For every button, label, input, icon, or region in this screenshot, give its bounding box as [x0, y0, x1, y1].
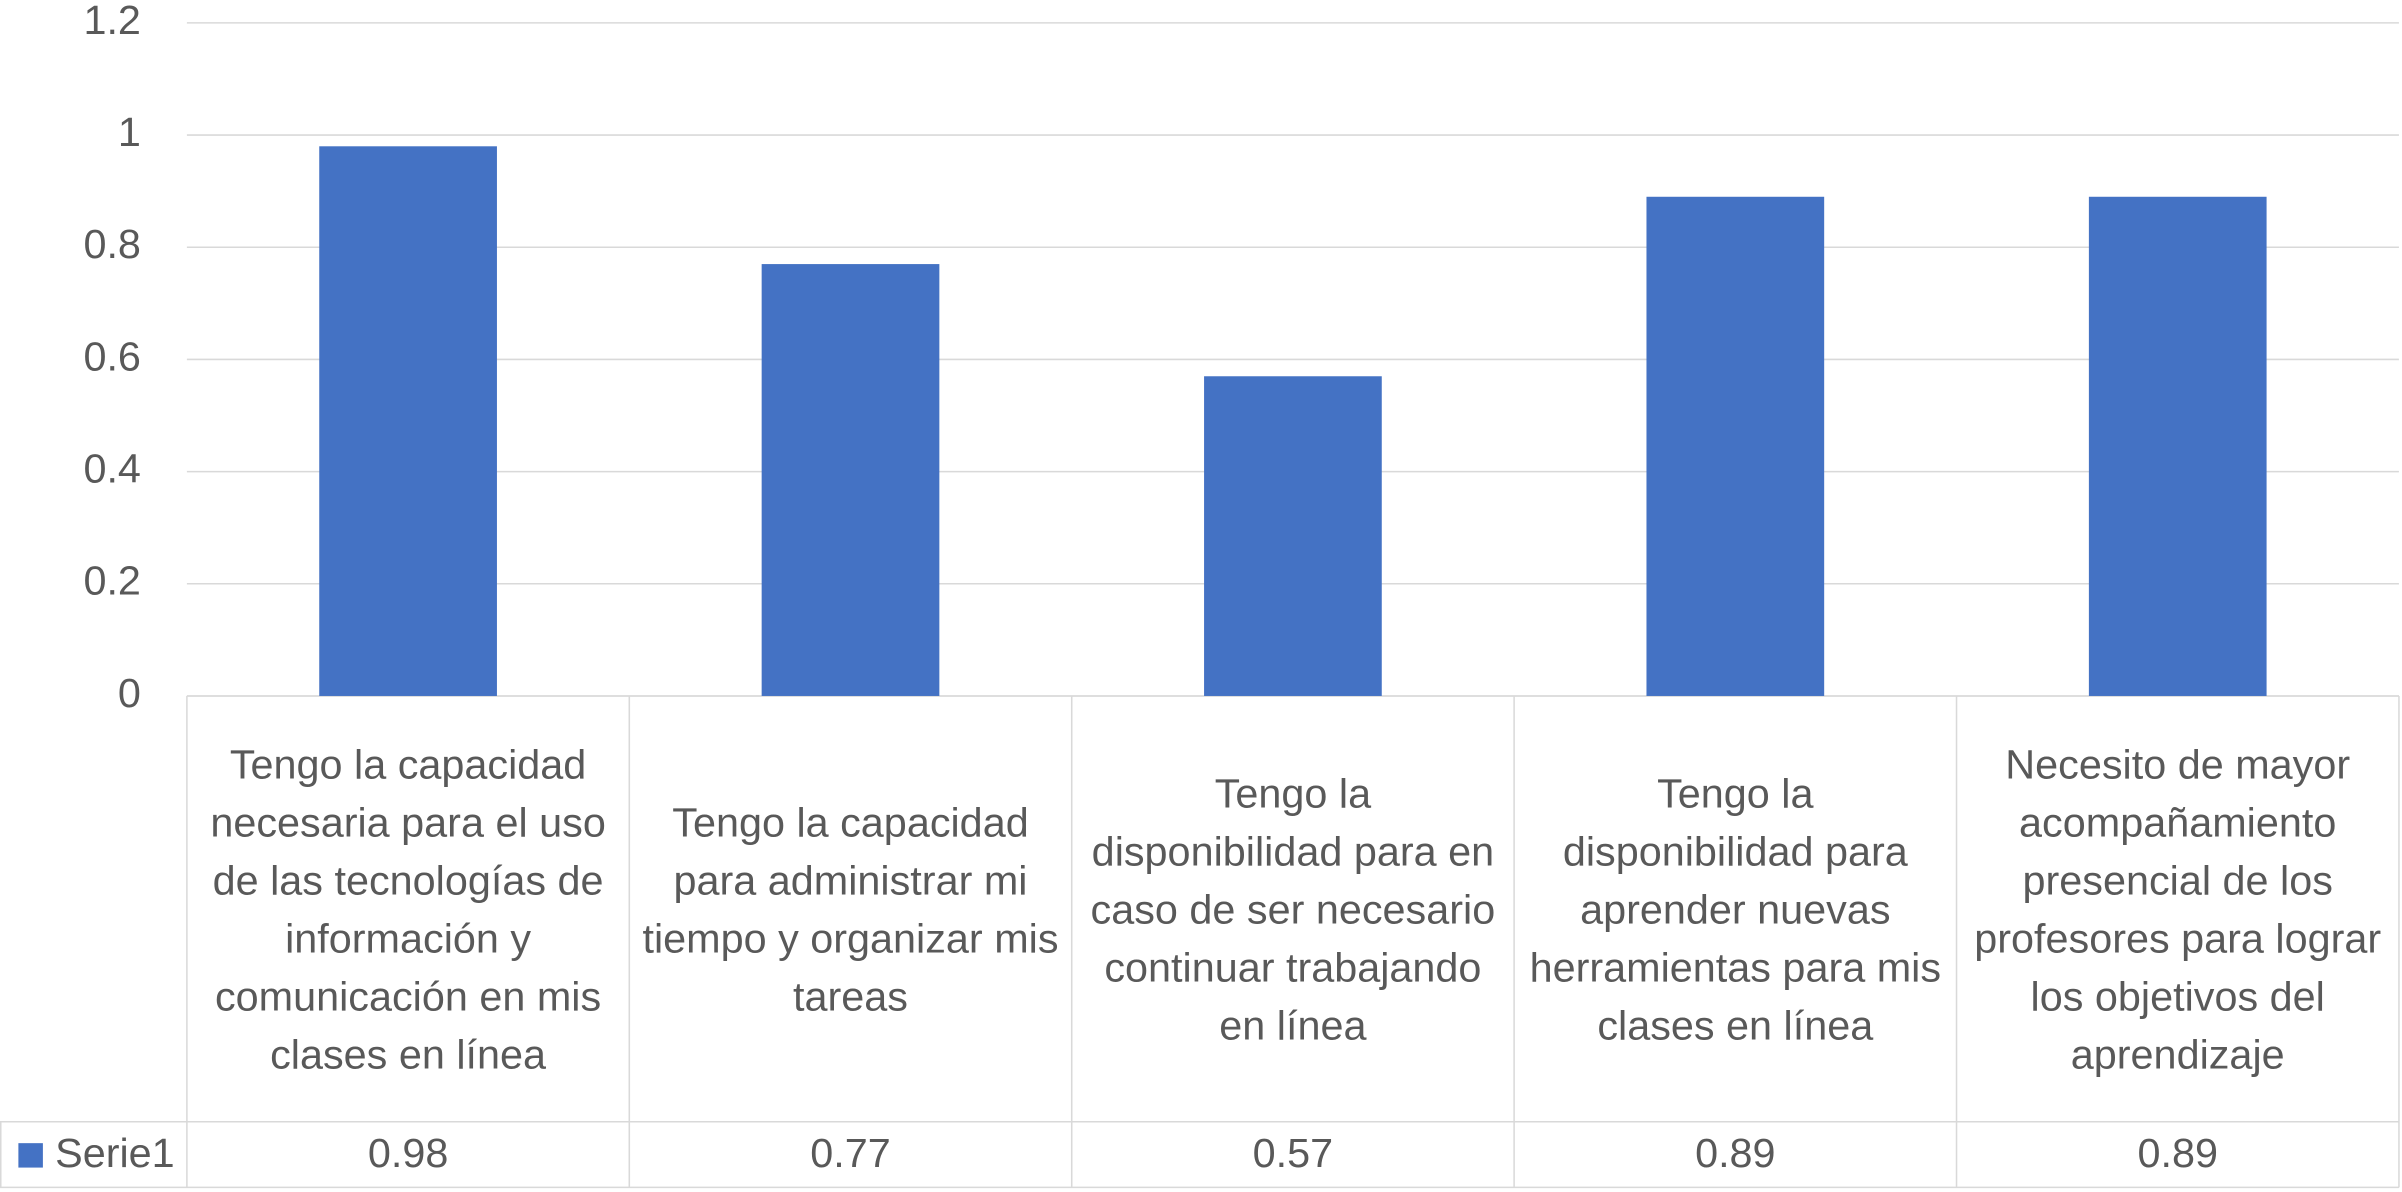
x-category-cell: Tengo la disponibilidad para aprender nu…	[1529, 769, 1942, 1048]
legend-label: Serie1	[55, 1130, 175, 1176]
bar	[319, 146, 497, 696]
table-value: 0.57	[1253, 1130, 1333, 1176]
x-tick-label: Tengo la capacidad necesaria para el uso…	[210, 740, 606, 1077]
x-category-cell: Tengo la capacidad necesaria para el uso…	[210, 740, 606, 1077]
bar	[1646, 196, 1825, 696]
x-tick-label: Tengo la capacidad para administrar mi t…	[642, 798, 1059, 1019]
table-value: 0.98	[368, 1130, 448, 1176]
y-tick-label: 0	[118, 670, 141, 716]
x-category-cell: Tengo la capacidad para administrar mi t…	[642, 798, 1059, 1019]
bar	[761, 264, 940, 696]
table-value: 0.77	[810, 1130, 890, 1176]
y-tick-label: 1	[118, 109, 141, 155]
x-tick-label: Tengo la disponibilidad para en caso de …	[1090, 769, 1496, 1048]
x-category-cell: Tengo la disponibilidad para en caso de …	[1090, 769, 1496, 1048]
y-tick-label: 0.8	[83, 221, 140, 267]
table-value: 0.89	[2137, 1130, 2217, 1176]
table-value: 0.89	[1695, 1130, 1775, 1176]
bar	[1204, 376, 1382, 696]
y-tick-label: 1.2	[83, 0, 140, 43]
x-tick-label: Tengo la disponibilidad para aprender nu…	[1529, 769, 1942, 1048]
y-tick-label: 0.2	[83, 558, 140, 604]
y-tick-label: 0.6	[83, 333, 140, 379]
bar	[2088, 196, 2267, 696]
x-tick-label: Necesito de mayor acompañamiento presenc…	[1974, 740, 2382, 1077]
y-tick-label: 0.4	[83, 446, 140, 492]
legend-swatch	[18, 1143, 43, 1168]
x-category-cell: Necesito de mayor acompañamiento presenc…	[1974, 740, 2382, 1077]
